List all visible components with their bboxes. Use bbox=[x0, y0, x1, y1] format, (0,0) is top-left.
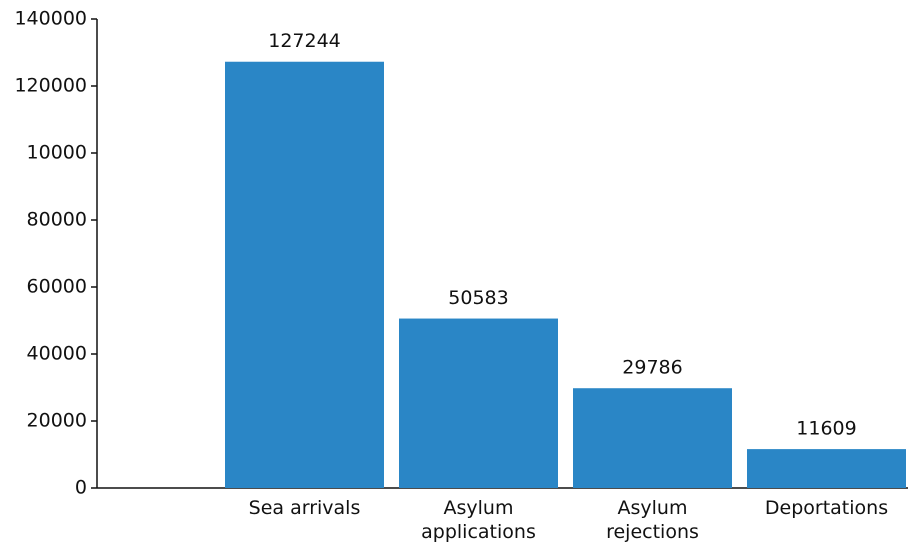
bar bbox=[573, 388, 732, 488]
bar bbox=[225, 61, 384, 488]
y-tick-label: 20000 bbox=[27, 410, 87, 432]
y-tick-label: 40000 bbox=[27, 343, 87, 365]
x-tick-label: Deportations bbox=[764, 497, 889, 519]
x-tick-label: Asylum applications bbox=[421, 497, 536, 543]
value-label: 127244 bbox=[268, 30, 341, 52]
value-label: 11609 bbox=[796, 418, 856, 440]
y-tick-label: 10000 bbox=[27, 142, 87, 164]
y-tick-label: 120000 bbox=[14, 75, 87, 97]
y-tick-label: 60000 bbox=[27, 276, 87, 298]
value-label: 50583 bbox=[448, 287, 508, 309]
y-tick-label: 140000 bbox=[14, 8, 87, 30]
bar bbox=[399, 318, 558, 488]
value-label: 29786 bbox=[622, 357, 682, 379]
y-tick-label: 80000 bbox=[27, 209, 87, 231]
bar bbox=[747, 449, 906, 488]
y-tick-label: 0 bbox=[75, 477, 87, 499]
x-tick-label: Sea arrivals bbox=[248, 497, 361, 519]
x-tick-label: Asylum rejections bbox=[606, 497, 699, 543]
